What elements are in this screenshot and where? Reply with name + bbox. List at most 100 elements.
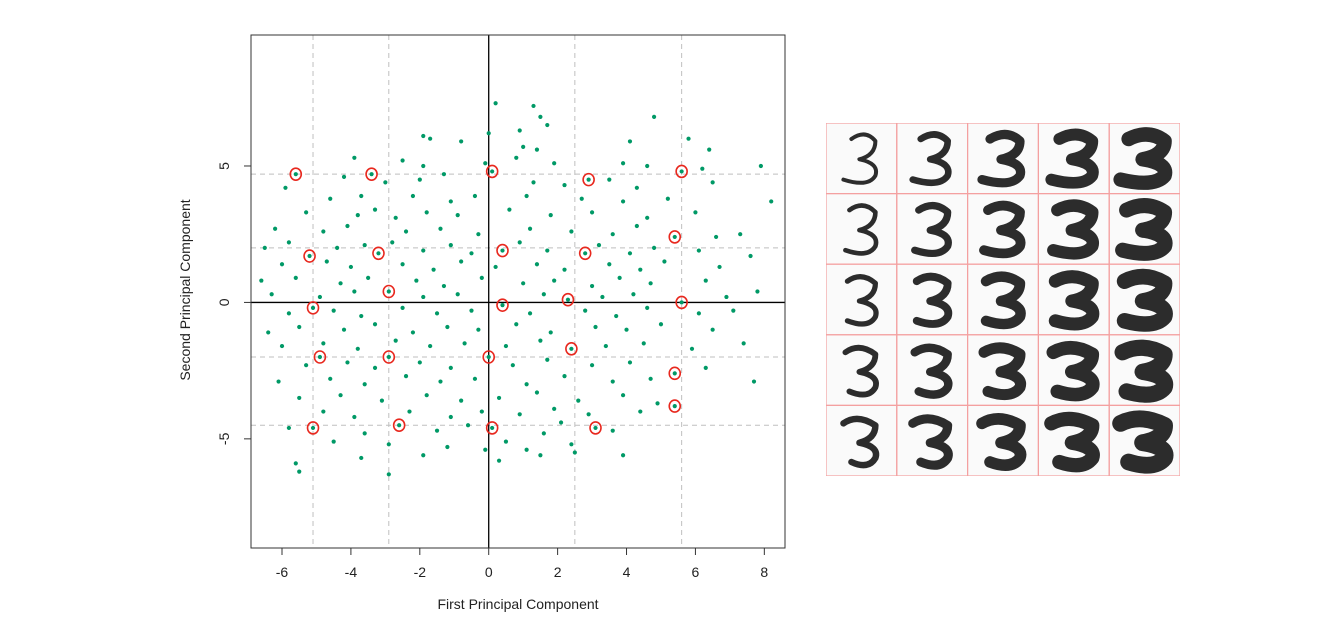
data-point xyxy=(259,278,264,283)
highlight-circle xyxy=(482,350,496,364)
data-point xyxy=(345,223,350,229)
data-point xyxy=(521,144,526,149)
data-point xyxy=(428,136,433,141)
data-point xyxy=(638,409,643,414)
data-point xyxy=(617,275,622,280)
data-point xyxy=(407,409,412,414)
digit-cell xyxy=(896,334,969,406)
data-point xyxy=(279,262,285,267)
data-point xyxy=(393,215,398,220)
data-point xyxy=(496,395,502,401)
data-point xyxy=(331,308,336,313)
digit-cell xyxy=(1037,193,1110,265)
data-point xyxy=(348,264,354,270)
data-point xyxy=(359,313,364,319)
data-point xyxy=(448,243,453,248)
data-point xyxy=(558,420,564,425)
data-point xyxy=(634,185,639,190)
data-point xyxy=(372,207,378,212)
data-point xyxy=(317,294,323,300)
data-point xyxy=(304,363,309,368)
data-point xyxy=(552,278,557,283)
highlighted-data-point xyxy=(376,251,381,256)
x-tick-label: 4 xyxy=(623,564,631,580)
data-point xyxy=(421,453,426,458)
data-point xyxy=(341,174,347,179)
data-point xyxy=(596,243,602,248)
data-point xyxy=(304,210,309,215)
data-point xyxy=(545,122,550,128)
data-point xyxy=(472,376,478,381)
data-point xyxy=(262,245,267,250)
y-tick-label: 0 xyxy=(216,298,232,306)
highlight-circle xyxy=(313,350,327,364)
data-point xyxy=(331,439,336,444)
data-point xyxy=(645,163,650,169)
data-point xyxy=(655,401,660,406)
digit-three-glyph xyxy=(978,342,1027,401)
digit-three-glyph xyxy=(977,129,1026,188)
highlight-circle xyxy=(306,301,320,315)
y-tick-label: 5 xyxy=(216,162,232,170)
highlight-circle xyxy=(392,418,406,433)
data-point xyxy=(424,210,429,215)
data-point xyxy=(400,305,405,310)
digit-cell xyxy=(967,123,1039,195)
data-point xyxy=(341,327,347,332)
data-point xyxy=(755,289,760,294)
data-point xyxy=(355,346,360,351)
data-point xyxy=(483,161,488,166)
highlight-circle xyxy=(382,284,396,299)
data-point xyxy=(448,199,453,204)
data-point xyxy=(479,275,484,280)
highlighted-data-point xyxy=(490,169,495,174)
digit-three-glyph xyxy=(911,202,952,257)
highlight-circle xyxy=(578,246,592,261)
data-point xyxy=(524,382,529,387)
data-point xyxy=(403,373,409,379)
data-point xyxy=(324,259,329,264)
digit-three-glyph xyxy=(843,203,879,256)
data-point xyxy=(293,461,298,466)
data-point xyxy=(696,311,701,316)
data-point xyxy=(459,139,464,144)
highlight-circle xyxy=(303,249,316,263)
digit-cell xyxy=(1108,404,1180,476)
digit-cell xyxy=(1037,123,1110,195)
data-point xyxy=(459,259,464,264)
data-point xyxy=(707,147,712,152)
data-point xyxy=(534,390,540,395)
highlighted-data-point xyxy=(569,346,574,351)
data-point xyxy=(717,264,722,270)
highlighted-data-point xyxy=(565,297,571,302)
highlighted-data-point xyxy=(672,371,677,376)
data-point xyxy=(645,215,650,220)
data-point xyxy=(514,155,519,160)
data-point xyxy=(400,158,405,163)
data-point xyxy=(569,442,574,447)
data-point xyxy=(421,294,426,300)
data-point xyxy=(562,373,567,379)
highlight-circle xyxy=(561,292,575,307)
data-point xyxy=(648,281,653,286)
data-point xyxy=(648,376,653,381)
data-point xyxy=(445,324,450,330)
highlighted-data-point xyxy=(583,251,588,256)
data-point xyxy=(465,423,471,428)
data-point xyxy=(434,311,440,316)
digit-cell xyxy=(1108,334,1180,406)
data-point xyxy=(665,196,670,201)
data-point xyxy=(614,313,619,319)
x-tick-label: 2 xyxy=(554,564,562,580)
data-point xyxy=(328,376,333,381)
data-point xyxy=(586,412,591,417)
data-point xyxy=(562,182,567,188)
data-point xyxy=(524,447,529,452)
data-point xyxy=(359,193,364,199)
data-point xyxy=(769,199,774,204)
data-point xyxy=(541,292,546,297)
data-point xyxy=(524,193,529,199)
data-point xyxy=(589,210,595,215)
highlighted-data-point xyxy=(307,253,312,259)
highlighted-data-point xyxy=(672,234,677,240)
